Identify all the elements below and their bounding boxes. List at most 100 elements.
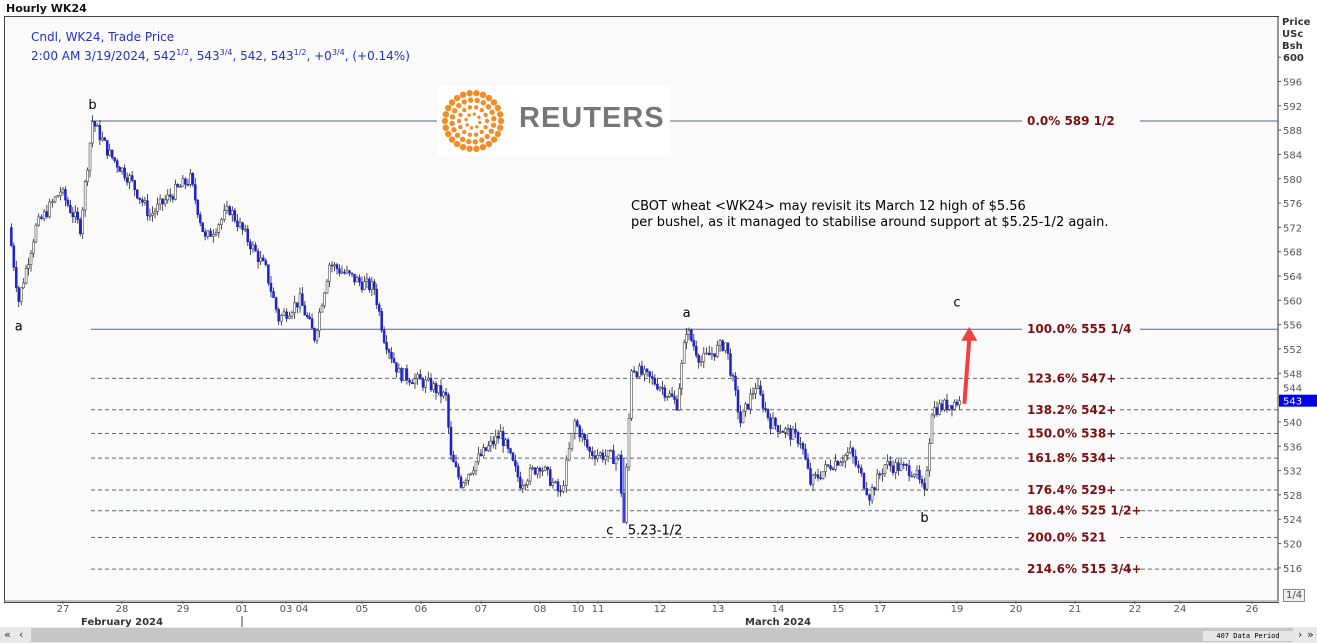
logo-dot xyxy=(497,117,505,125)
candle xyxy=(206,230,210,237)
x-tick-label: 20 xyxy=(1010,604,1023,615)
y-tick-label: 572 xyxy=(1283,223,1302,234)
candle xyxy=(209,230,212,237)
y-tick-label: 556 xyxy=(1283,321,1302,332)
candle xyxy=(130,175,134,181)
current-price-label: 543 xyxy=(1283,397,1302,408)
candle xyxy=(222,210,226,220)
candle xyxy=(42,211,46,219)
logo-dot xyxy=(462,107,467,113)
candle xyxy=(774,417,777,426)
candle xyxy=(413,378,417,385)
fib-label-bg xyxy=(1022,483,1118,498)
candle xyxy=(233,210,237,222)
candle xyxy=(734,375,737,391)
candle xyxy=(685,334,688,344)
candle xyxy=(241,222,244,230)
fib-label-bg xyxy=(1022,451,1118,466)
candle xyxy=(862,472,866,489)
candle xyxy=(449,426,453,456)
candle xyxy=(421,378,425,388)
reuters-logo-mark-icon xyxy=(441,90,505,152)
candle xyxy=(721,340,725,351)
candle xyxy=(841,460,845,463)
candle xyxy=(161,198,164,205)
candle xyxy=(627,418,631,468)
candle xyxy=(870,487,874,501)
candle xyxy=(658,387,662,390)
candle xyxy=(834,460,837,470)
candle xyxy=(400,368,403,382)
candle xyxy=(519,476,522,489)
candle xyxy=(935,407,939,415)
candle xyxy=(48,201,51,218)
candle xyxy=(93,121,97,127)
window-title: Hourly WK24 xyxy=(6,2,87,15)
candle xyxy=(501,431,505,446)
scroll-prev-button[interactable]: ‹ xyxy=(19,628,24,641)
candle xyxy=(277,309,280,322)
legend-change-pct: (+0.14%) xyxy=(352,49,410,63)
candle xyxy=(761,394,765,409)
candle xyxy=(212,234,215,237)
candle xyxy=(596,455,599,460)
candle xyxy=(22,282,25,289)
candle xyxy=(559,490,562,493)
candle xyxy=(59,191,62,196)
candle xyxy=(585,439,589,448)
candle xyxy=(583,434,586,440)
candle xyxy=(645,368,649,372)
y-tick-label: 588 xyxy=(1283,126,1302,137)
y-tick-label: 548 xyxy=(1283,369,1302,380)
candle xyxy=(274,297,278,310)
candle xyxy=(452,454,455,463)
candle xyxy=(236,220,239,227)
scroll-track[interactable]: 407 Data Period xyxy=(31,628,1293,642)
wave-label: c xyxy=(606,523,613,538)
scroll-first-button[interactable]: « xyxy=(4,628,11,641)
candle xyxy=(910,475,914,478)
candle xyxy=(779,431,782,433)
candle xyxy=(656,383,659,390)
candle xyxy=(397,368,401,373)
scroll-last-button[interactable]: » xyxy=(1307,628,1314,641)
candle xyxy=(950,405,954,410)
fib-level-label: 0.0% 589 1/2 xyxy=(1027,114,1115,128)
candle xyxy=(487,445,490,451)
scrollbar[interactable]: « ‹ 407 Data Period › » xyxy=(0,627,1317,643)
candle xyxy=(576,420,579,427)
logo-dot xyxy=(469,126,474,130)
candle xyxy=(98,125,102,141)
candle xyxy=(811,474,815,485)
candle xyxy=(878,473,882,476)
candle xyxy=(930,414,934,444)
scroll-next-button[interactable]: › xyxy=(1298,628,1303,641)
candle xyxy=(163,199,167,205)
candle xyxy=(330,264,334,267)
candle xyxy=(562,485,565,492)
candle xyxy=(325,280,329,294)
candle xyxy=(246,228,250,243)
candle xyxy=(454,461,458,468)
candle xyxy=(17,287,20,302)
candle xyxy=(731,375,735,377)
candle xyxy=(716,345,719,357)
annotation-line-2: per bushel, as it managed to stabilise a… xyxy=(631,215,1109,230)
candle xyxy=(358,277,361,283)
red-arrow-shaft xyxy=(962,338,972,404)
candle xyxy=(776,425,780,433)
candle xyxy=(601,452,605,460)
candle xyxy=(467,474,470,481)
candle xyxy=(198,214,202,223)
candle xyxy=(368,278,371,291)
fib-level-label: 176.4% 529+ xyxy=(1027,483,1116,497)
logo-dot xyxy=(473,132,479,137)
candle xyxy=(472,470,475,474)
logo-dot xyxy=(453,140,461,148)
scale-button[interactable]: 1/4 xyxy=(1283,589,1306,602)
y-tick-label: 536 xyxy=(1283,442,1302,453)
logo-dot xyxy=(467,105,473,110)
candle xyxy=(108,149,111,156)
fib-level-label: 100.0% 555 1/4 xyxy=(1027,322,1131,336)
